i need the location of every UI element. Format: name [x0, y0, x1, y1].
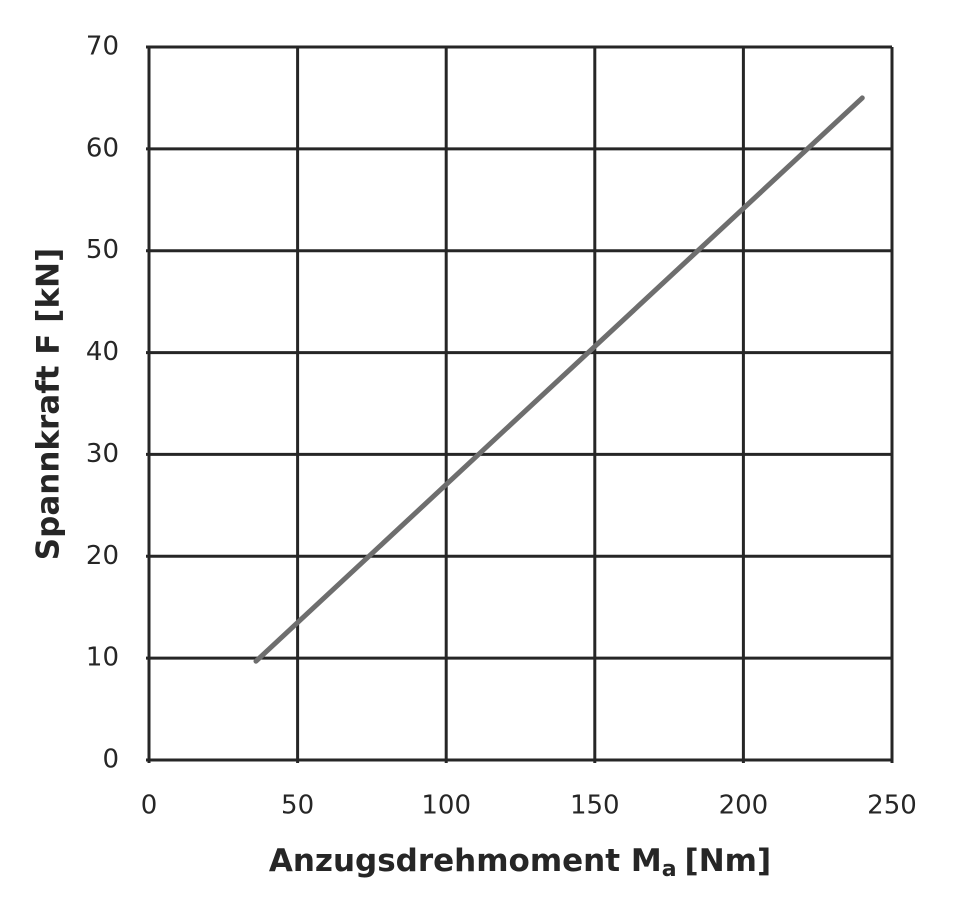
data-line [253, 95, 865, 664]
y-tick-label: 30 [86, 439, 119, 469]
y-tick-label: 40 [86, 337, 119, 367]
x-tick-label: 250 [867, 791, 917, 821]
x-title-subscript: a [662, 857, 677, 882]
y-tick-label: 20 [86, 541, 119, 571]
y-tick-label: 10 [86, 643, 119, 673]
y-tick-label: 60 [86, 133, 119, 163]
x-tick-label: 0 [141, 791, 158, 821]
y-tick-label: 70 [86, 32, 119, 62]
x-tick-label: 150 [570, 791, 620, 821]
x-tick-label: 200 [719, 791, 769, 821]
y-tick-label: 0 [102, 745, 119, 775]
x-axis-title: Anzugsdrehmoment Ma [Nm] [269, 843, 771, 883]
x-tick-label: 50 [281, 791, 314, 821]
x-title-main: Anzugsdrehmoment M [269, 843, 662, 879]
x-tick-label: 100 [421, 791, 471, 821]
y-tick-label: 50 [86, 235, 119, 265]
y-axis-title: Spannkraft F [kN] [31, 248, 67, 560]
x-title-unit: [Nm] [685, 843, 772, 879]
